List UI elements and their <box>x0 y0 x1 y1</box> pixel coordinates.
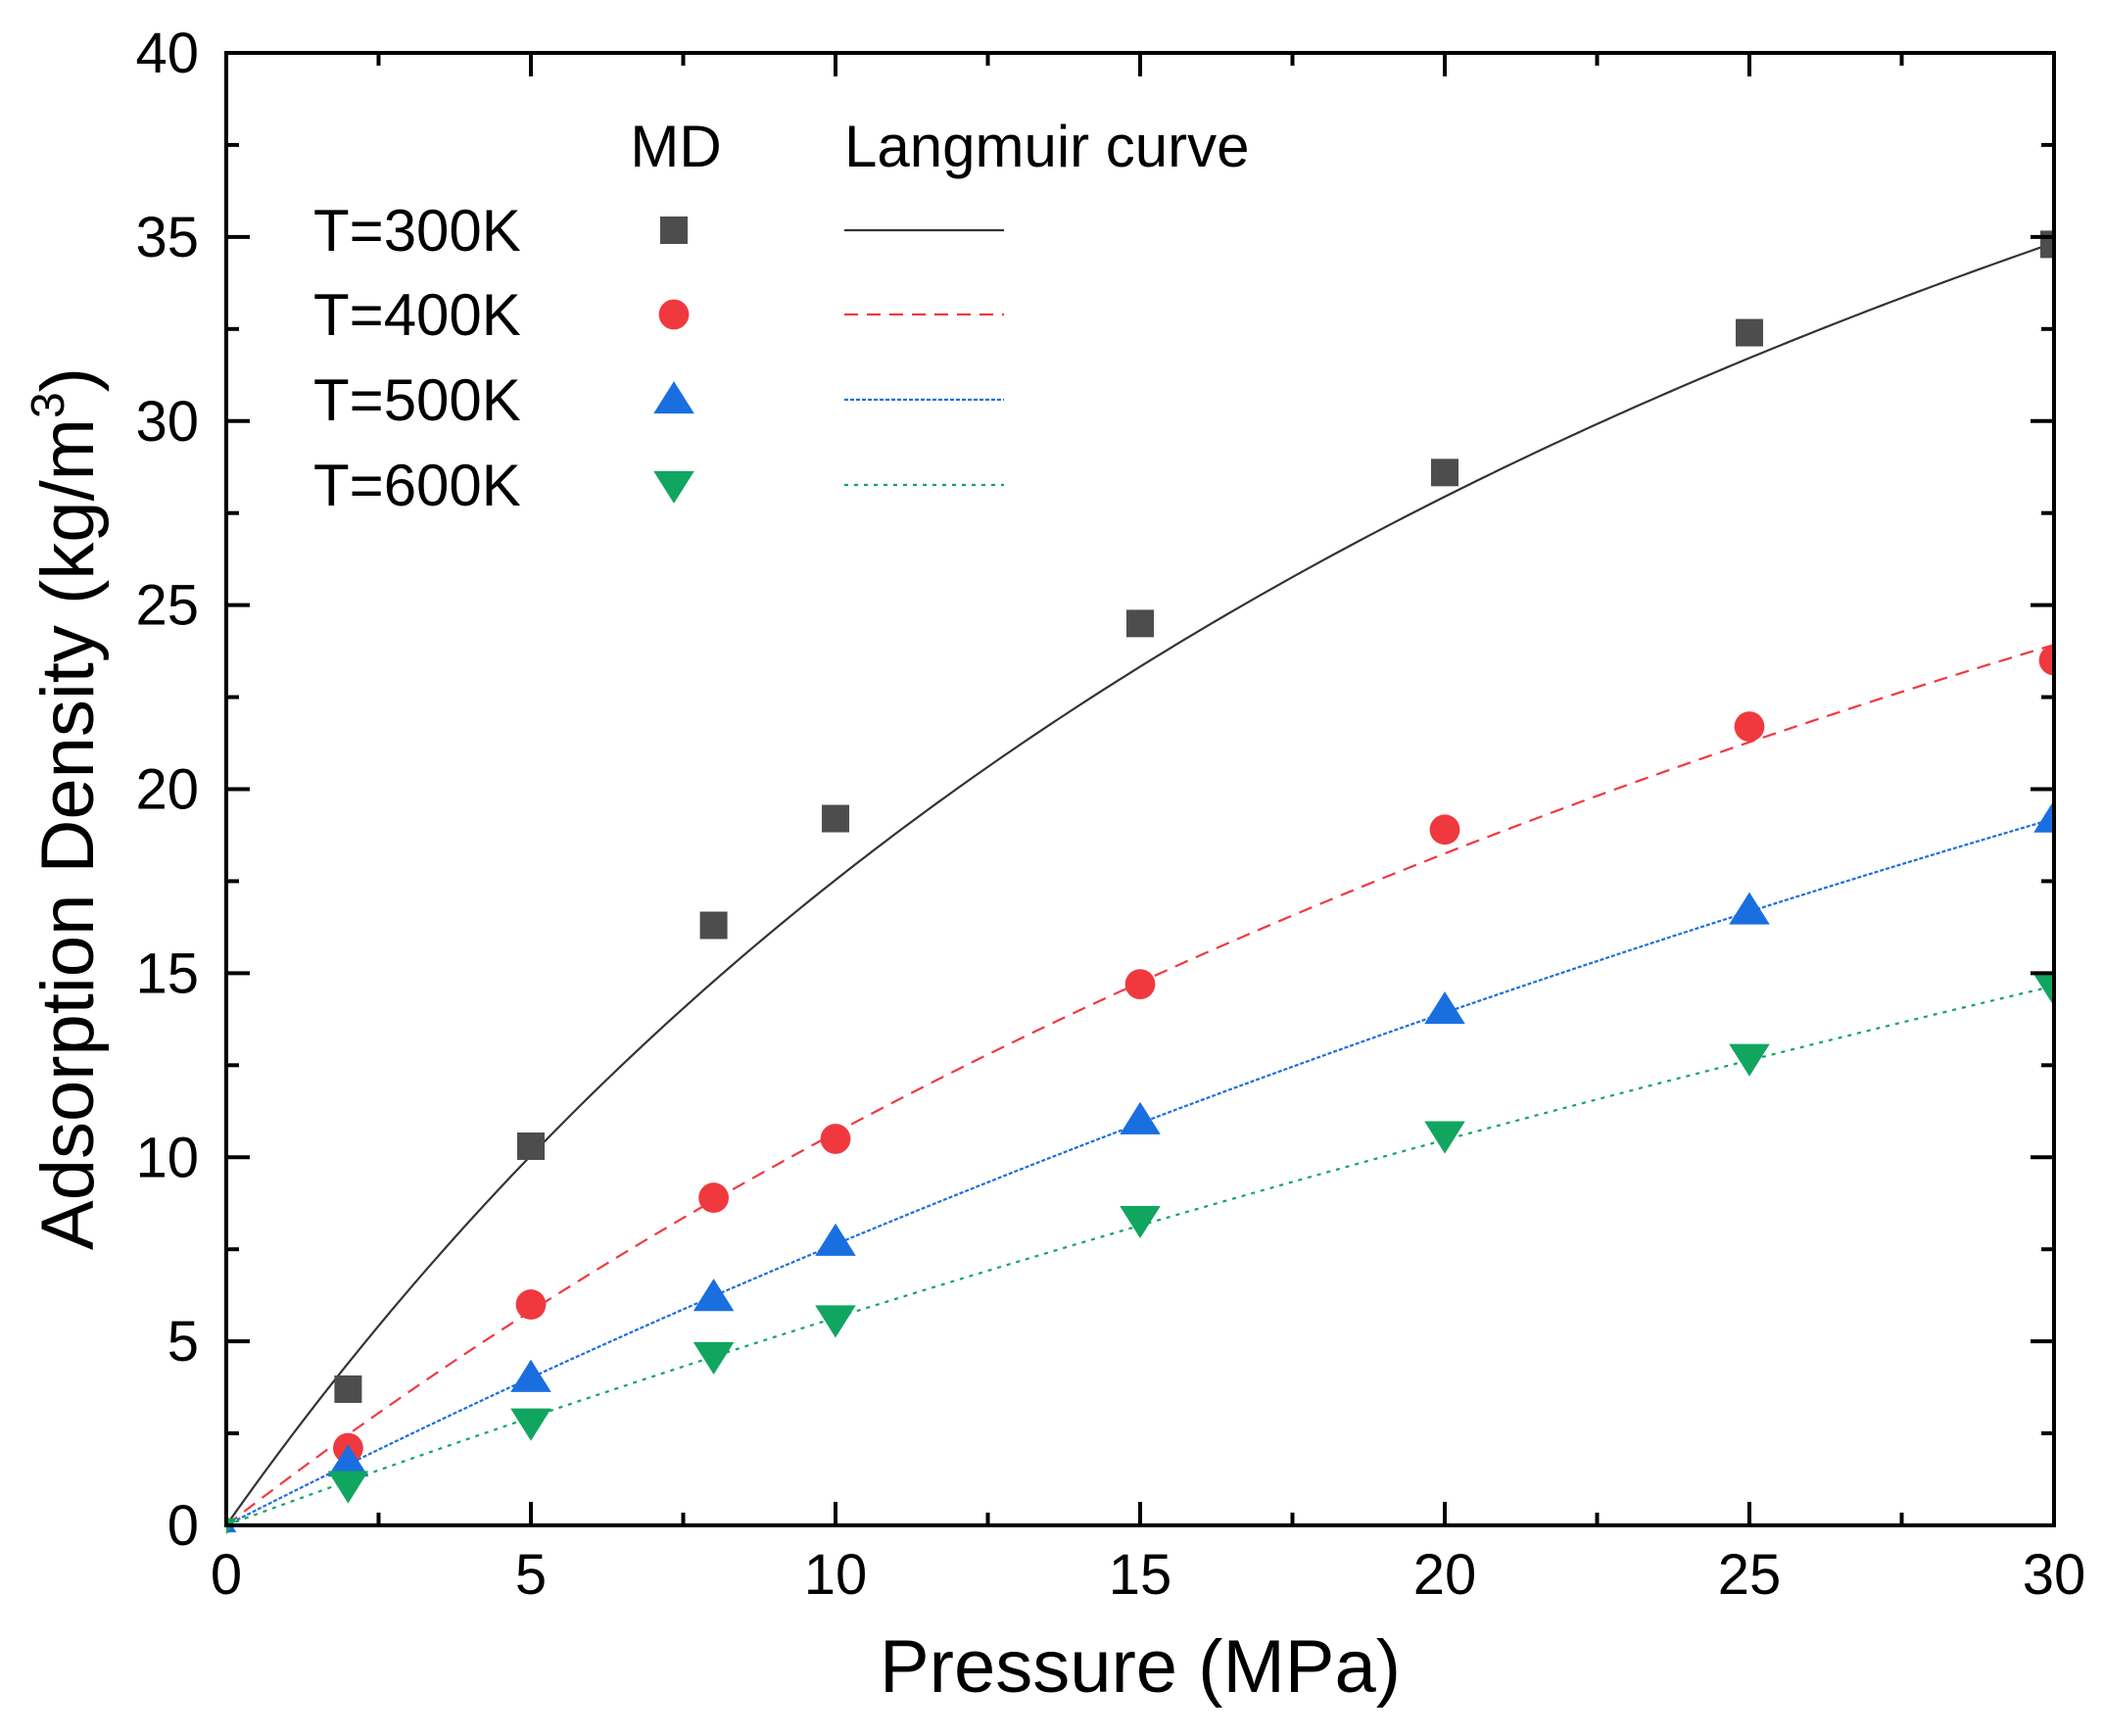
data-point <box>2033 799 2054 833</box>
data-point <box>699 911 728 940</box>
data-point <box>517 1132 545 1160</box>
data-point <box>1124 969 1156 1000</box>
data-point <box>693 1341 735 1375</box>
legend-marker <box>660 217 688 244</box>
data-point <box>698 1182 729 1213</box>
data-point <box>1126 609 1154 638</box>
y-tick-label: 5 <box>167 1310 199 1374</box>
data-point <box>1424 991 1465 1025</box>
data-point <box>1729 1043 1770 1077</box>
y-tick-label: 35 <box>135 206 199 269</box>
y-axis-title-main: Adsorption Density (kg/m <box>26 418 110 1250</box>
data-point <box>1424 1121 1465 1154</box>
y-tick-label: 40 <box>135 22 199 85</box>
data-point <box>815 1305 856 1338</box>
data-point <box>515 1289 547 1320</box>
legend-curve-header: Langmuir curve <box>844 114 1250 179</box>
langmuir-curve-t300k <box>225 241 2055 1526</box>
y-tick-label: 15 <box>135 941 199 1005</box>
data-point <box>1429 814 1460 845</box>
data-point <box>693 1278 735 1312</box>
data-point <box>510 1408 551 1441</box>
data-point <box>1729 892 1770 925</box>
y-axis-title-superscript: 3 <box>23 392 74 418</box>
data-point <box>820 1124 851 1154</box>
data-point <box>2038 645 2054 676</box>
data-point <box>1120 1101 1161 1134</box>
langmuir-curve-t600k <box>225 985 2055 1527</box>
y-tick-label: 25 <box>135 574 199 638</box>
y-axis-title-close: ) <box>26 367 110 392</box>
x-axis-title: Pressure (MPa) <box>880 1625 1401 1709</box>
y-tick-label: 0 <box>167 1494 199 1558</box>
y-tick-label: 20 <box>135 758 199 822</box>
data-point <box>334 1374 362 1403</box>
legend-marker <box>653 381 694 414</box>
x-tick-label: 25 <box>1718 1543 1782 1607</box>
legend-marker <box>658 299 690 330</box>
legend-label: T=600K <box>313 453 521 518</box>
legend-rows: T=300K T=400K T=500K T=600K <box>313 198 1004 518</box>
langmuir-curve-t500k <box>225 817 2055 1526</box>
tick-labels: 0 5 10 15 20 25 30 0 5 10 15 20 25 30 35 40 <box>135 22 2085 1607</box>
y-tick-label: 30 <box>135 390 199 454</box>
data-point <box>815 1223 856 1256</box>
x-tick-label: 15 <box>1109 1543 1172 1607</box>
x-tick-label: 20 <box>1413 1543 1477 1607</box>
x-tick-label: 5 <box>515 1543 547 1607</box>
x-tick-label: 30 <box>2023 1543 2086 1607</box>
data-point <box>510 1359 551 1392</box>
legend-label: T=300K <box>313 198 521 264</box>
data-point <box>1120 1205 1161 1239</box>
data-point <box>1431 458 1458 487</box>
data-point <box>327 1471 369 1504</box>
md-markers <box>226 230 2054 1535</box>
langmuir-curve-t400k <box>225 644 2055 1526</box>
legend-label: T=400K <box>313 282 521 348</box>
legend-md-header: MD <box>630 114 721 179</box>
data-point <box>327 1444 369 1477</box>
legend: MD Langmuir curve T=300K T=400K T=500K T=60… <box>313 114 1250 518</box>
axis-ticks <box>224 51 2056 1527</box>
plot-frame <box>224 51 2056 1527</box>
legend-marker <box>653 470 694 504</box>
langmuir-curves <box>225 241 2055 1527</box>
data-point <box>2033 974 2054 1007</box>
x-tick-label: 10 <box>804 1543 868 1607</box>
data-point <box>822 804 849 833</box>
data-point <box>1734 711 1765 743</box>
x-tick-label: 0 <box>211 1543 242 1607</box>
y-tick-label: 10 <box>135 1126 199 1189</box>
data-point <box>1736 318 1763 347</box>
legend-label: T=500K <box>313 367 521 433</box>
y-axis-title: Adsorption Density (kg/m3) <box>23 367 110 1250</box>
